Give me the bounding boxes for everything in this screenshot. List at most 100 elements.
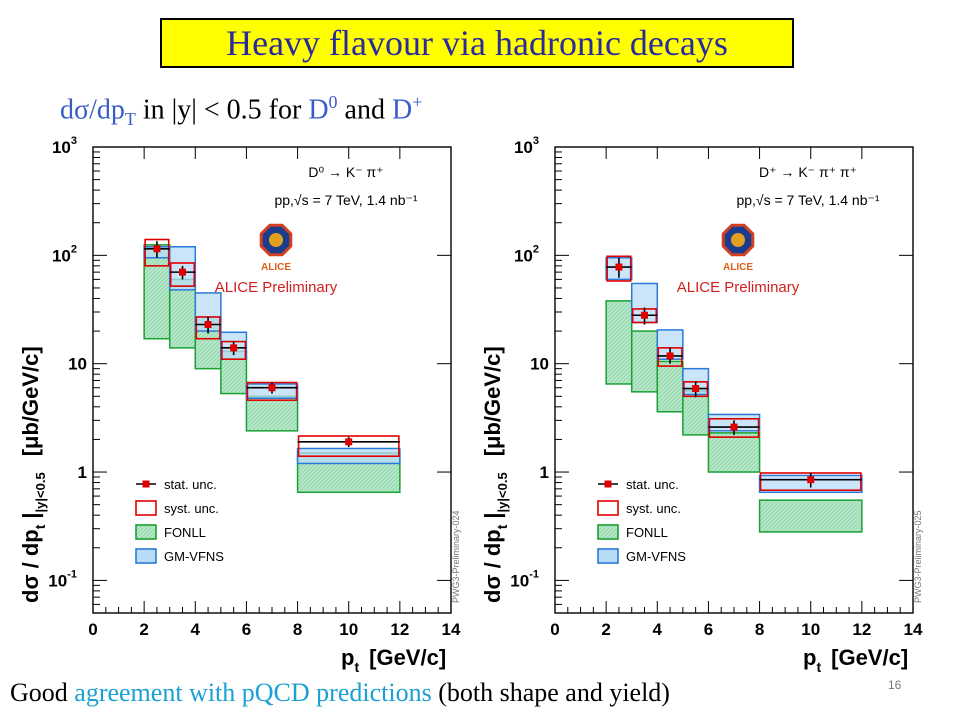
x-tick-label-1: 2 <box>139 620 148 639</box>
legend-label-1: syst. unc. <box>164 501 219 516</box>
y-tick-base-2: 10 <box>530 355 549 374</box>
y-tick-label-2: 10 <box>530 355 549 374</box>
x-tick-label-1: 2 <box>601 620 610 639</box>
syst-box-0 <box>606 255 632 282</box>
x-axis-title-sub: t <box>354 659 359 675</box>
y-tick-base-4: 10 <box>52 138 71 157</box>
data-point-3 <box>230 344 238 352</box>
y-axis-title-main: dσ / dp <box>480 529 505 603</box>
x-tick-label-6: 12 <box>390 620 409 639</box>
x-tick-label-4: 8 <box>293 620 302 639</box>
decay-label: D⁺ → K⁻ π⁺ π⁺ <box>759 164 857 180</box>
y-axis-title-bar: | <box>18 512 43 518</box>
x-tick-label-4: 8 <box>755 620 764 639</box>
legend-label-2: FONLL <box>164 525 206 540</box>
y-tick-exp-0: -1 <box>67 568 77 580</box>
x-axis-title-p: p <box>803 645 816 670</box>
y-tick-label-2: 10 <box>68 355 87 374</box>
alice-logo-text: ALICE <box>261 262 291 273</box>
y-tick-base-2: 10 <box>68 355 87 374</box>
data-point-1 <box>641 311 648 319</box>
y-axis-title-sub: t <box>494 524 510 529</box>
energy-label: pp,√s = 7 TeV, 1.4 nb⁻¹ <box>736 192 879 208</box>
syst-box-1 <box>169 262 196 287</box>
syst-box-0 <box>144 238 170 267</box>
y-tick-label-4: 103 <box>514 135 539 157</box>
legend-fonll-box <box>135 524 157 540</box>
legend-stat-marker <box>142 480 150 488</box>
x-axis-title: pt [GeV/c] <box>341 645 446 675</box>
x-axis-title-unit: [GeV/c] <box>369 645 446 670</box>
y-tick-label-3: 102 <box>514 243 539 265</box>
x-tick-label-0: 0 <box>88 620 97 639</box>
y-axis-title-main: dσ / dp <box>18 529 43 603</box>
data-point-0 <box>153 245 161 253</box>
syst-box-4 <box>708 418 760 438</box>
y-tick-exp-4: 3 <box>533 135 539 147</box>
subtitle-dsigma-sub: T <box>124 108 136 129</box>
fonll-band-0 <box>143 244 171 340</box>
x-tick-label-2: 4 <box>191 620 201 639</box>
legend-label-0: stat. unc. <box>626 477 679 492</box>
y-axis-title-unit: [μb/GeV/c] <box>18 346 43 456</box>
legend-stat-marker <box>604 480 612 488</box>
slide-footer: Good agreement with pQCD predictions (bo… <box>10 678 670 708</box>
data-point-2 <box>204 321 212 329</box>
data-point-4 <box>268 384 276 392</box>
syst-box-3 <box>221 340 247 361</box>
x-tick-label-7: 14 <box>442 620 461 639</box>
footer-start: Good <box>10 678 75 707</box>
syst-box-2 <box>657 347 683 367</box>
x-tick-label-3: 6 <box>704 620 713 639</box>
x-axis-title: pt [GeV/c] <box>803 645 908 675</box>
legend-label-1: syst. unc. <box>626 501 681 516</box>
x-axis-title-unit: [GeV/c] <box>831 645 908 670</box>
subtitle-d0: D <box>308 94 329 126</box>
y-tick-label-1: 1 <box>540 463 549 482</box>
slide-subtitle: dσ/dpT in |y| < 0.5 for D0 and D+ <box>60 92 422 130</box>
data-point-1 <box>179 268 186 276</box>
legend-syst-box <box>135 500 157 516</box>
y-axis-title: dσ / dpt ||y|<0.5 [μb/GeV/c] <box>18 346 48 603</box>
x-tick-label-6: 12 <box>852 620 871 639</box>
preliminary-label: ALICE Preliminary <box>677 279 800 296</box>
y-tick-base-0: 10 <box>48 571 67 590</box>
y-tick-exp-3: 2 <box>533 243 539 255</box>
x-tick-label-3: 6 <box>242 620 251 639</box>
slide-title: Heavy flavour via hadronic decays <box>226 23 728 63</box>
energy-label: pp,√s = 7 TeV, 1.4 nb⁻¹ <box>274 192 417 208</box>
subtitle-dplus-sup: + <box>412 92 423 112</box>
y-tick-label-0: 10-1 <box>510 568 539 590</box>
legend-fonll-box <box>597 524 619 540</box>
footer-highlight: agreement with pQCD predictions <box>74 678 432 707</box>
x-tick-label-5: 10 <box>801 620 820 639</box>
subtitle-d0-sup: 0 <box>328 92 338 112</box>
x-axis-title-sub: t <box>816 659 821 675</box>
y-tick-exp-0: -1 <box>529 568 539 580</box>
legend-label-3: GM-VFNS <box>164 549 224 564</box>
legend-label-2: FONLL <box>626 525 668 540</box>
subtitle-dplus: D <box>391 94 413 126</box>
y-tick-label-4: 103 <box>52 135 77 157</box>
legend-gmvfns-box <box>597 548 619 564</box>
y-tick-label-1: 1 <box>78 463 87 482</box>
y-tick-base-3: 10 <box>514 246 533 265</box>
side-label: PWG3-Preliminary-025 <box>913 510 923 603</box>
y-axis-title-cond: |y|<0.5 <box>495 472 510 512</box>
fonll-band-5 <box>758 499 863 533</box>
plot-frame <box>92 146 452 614</box>
subtitle-text: in |y| < 0.5 for <box>135 94 309 126</box>
y-axis-title-cond: |y|<0.5 <box>33 472 48 512</box>
y-tick-base-4: 10 <box>514 138 533 157</box>
y-axis-title-sub: t <box>32 524 48 529</box>
page-number: 16 <box>888 678 902 692</box>
x-axis-title-p: p <box>341 645 354 670</box>
side-label: PWG3-Preliminary-024 <box>451 510 461 603</box>
y-tick-base-1: 1 <box>540 463 549 482</box>
gmvfns-band-1 <box>168 246 197 291</box>
legend-syst-box <box>597 500 619 516</box>
alice-logo-core <box>269 233 283 247</box>
